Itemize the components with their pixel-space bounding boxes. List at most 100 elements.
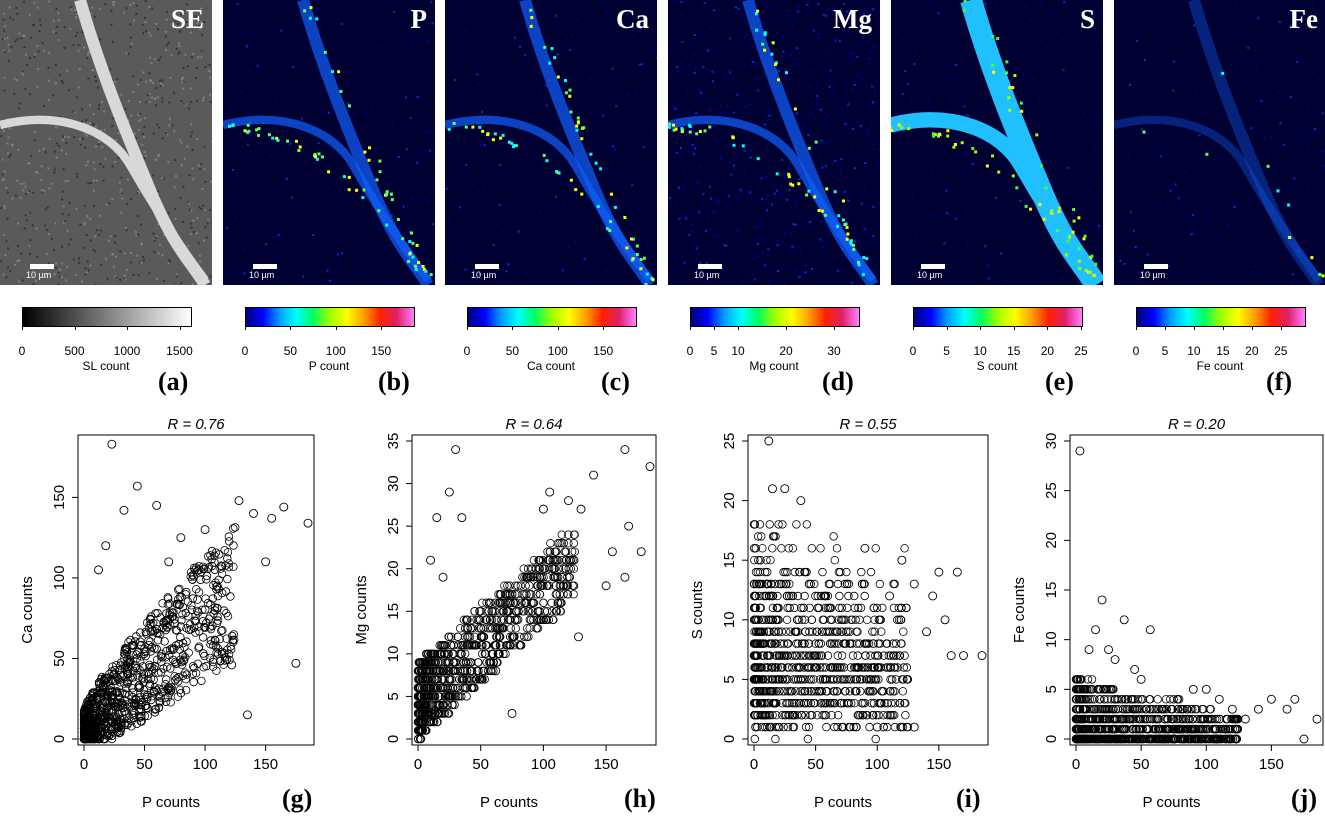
y-tick-label: 15 bbox=[1043, 582, 1060, 599]
data-point bbox=[783, 616, 791, 624]
x-tick-label: 100 bbox=[193, 756, 218, 773]
point-cloud bbox=[80, 524, 239, 743]
data-point bbox=[1207, 705, 1215, 713]
data-point bbox=[577, 505, 585, 513]
data-point bbox=[228, 661, 236, 669]
data-point bbox=[1267, 695, 1275, 703]
scale-bar-b bbox=[253, 264, 277, 269]
data-point bbox=[861, 544, 869, 552]
colorbar-tick-c: 0 bbox=[464, 344, 471, 358]
x-tick-label: 50 bbox=[472, 756, 489, 773]
data-point bbox=[201, 526, 209, 534]
scale-text-e: 10 µm bbox=[917, 270, 942, 280]
data-point bbox=[475, 659, 483, 667]
colorbar-e bbox=[913, 307, 1083, 327]
data-point bbox=[866, 723, 874, 731]
x-tick-label: 150 bbox=[926, 756, 951, 773]
panel-letter: (i) bbox=[956, 784, 981, 813]
data-point bbox=[637, 548, 645, 556]
x-tick-label: 0 bbox=[414, 756, 422, 773]
data-point bbox=[536, 591, 544, 599]
data-point bbox=[836, 592, 844, 600]
y-tick-label: 30 bbox=[1043, 433, 1060, 450]
colorbar-tick-d: 0 bbox=[687, 344, 694, 358]
panel-letter-c: (c) bbox=[601, 367, 630, 397]
data-point bbox=[804, 735, 812, 743]
colorbar-tick-mark-a bbox=[75, 326, 76, 330]
data-point bbox=[564, 497, 572, 505]
data-point bbox=[897, 640, 905, 648]
data-point bbox=[225, 533, 233, 541]
panel-letter-d: (d) bbox=[822, 367, 854, 397]
x-axis-label: P counts bbox=[1142, 794, 1200, 811]
colorbar-title-a: SL count bbox=[83, 359, 130, 373]
panel-letter-a: (a) bbox=[158, 367, 188, 397]
y-tick-label: 25 bbox=[1043, 482, 1060, 499]
colorbar-tick-mark-e bbox=[1047, 326, 1048, 330]
y-tick-label: 15 bbox=[721, 552, 738, 569]
data-point bbox=[901, 545, 909, 553]
map-e: S 10 µm bbox=[891, 0, 1103, 285]
x-tick-label: 100 bbox=[531, 756, 556, 773]
y-tick-label: 5 bbox=[1043, 685, 1060, 693]
data-point bbox=[433, 514, 441, 522]
y-tick-label: 35 bbox=[385, 433, 402, 450]
data-point bbox=[439, 573, 447, 581]
plot-title: R = 0.76 bbox=[167, 416, 225, 433]
scale-bar-d bbox=[698, 264, 722, 269]
map-label-e: S bbox=[1080, 4, 1095, 35]
data-point bbox=[769, 545, 777, 553]
data-point bbox=[153, 501, 161, 509]
data-point bbox=[896, 699, 904, 707]
data-point bbox=[243, 711, 251, 719]
data-point bbox=[876, 580, 884, 588]
map-label-a: SE bbox=[171, 4, 204, 35]
x-tick-label: 50 bbox=[136, 756, 153, 773]
colorbar-tick-f: 0 bbox=[1133, 344, 1140, 358]
x-axis-label: P counts bbox=[480, 794, 538, 811]
colorbar-title-e: S count bbox=[977, 359, 1018, 373]
y-tick-label: 50 bbox=[51, 650, 68, 667]
data-point bbox=[193, 585, 201, 593]
colorbar-tick-mark-b bbox=[381, 326, 382, 330]
x-tick-label: 100 bbox=[1194, 756, 1219, 773]
data-point bbox=[1254, 705, 1262, 713]
colorbar-tick-d: 10 bbox=[731, 344, 744, 358]
data-point bbox=[838, 652, 846, 660]
colorbar-tick-mark-a bbox=[180, 326, 181, 330]
data-point bbox=[540, 599, 548, 607]
data-point bbox=[793, 521, 801, 529]
colorbar-tick-mark-e bbox=[947, 326, 948, 330]
data-point bbox=[867, 652, 875, 660]
panel-letter-f: (f) bbox=[1266, 367, 1292, 397]
data-point bbox=[608, 548, 616, 556]
data-point bbox=[1291, 695, 1299, 703]
data-point bbox=[195, 589, 203, 597]
colorbar-tick-f: 15 bbox=[1216, 344, 1229, 358]
data-point bbox=[789, 545, 797, 553]
colorbar-tick-mark-c bbox=[512, 326, 513, 330]
y-tick-label: 150 bbox=[51, 485, 68, 510]
colorbar-tick-c: 50 bbox=[506, 344, 519, 358]
data-point bbox=[575, 633, 583, 641]
colorbar-tick-c: 150 bbox=[593, 344, 613, 358]
colorbar-tick-f: 25 bbox=[1274, 344, 1287, 358]
data-point bbox=[230, 525, 238, 533]
data-point bbox=[831, 556, 839, 564]
data-point bbox=[978, 652, 986, 660]
data-point bbox=[953, 568, 961, 576]
colorbar-tick-b: 50 bbox=[284, 344, 297, 358]
colorbar-tick-e: 20 bbox=[1041, 344, 1054, 358]
colorbar-c bbox=[467, 307, 637, 327]
map-label-c: Ca bbox=[616, 4, 649, 35]
data-point bbox=[898, 556, 906, 564]
scale-text-d: 10 µm bbox=[694, 270, 719, 280]
data-point bbox=[923, 628, 931, 636]
data-point bbox=[756, 521, 764, 529]
data-point bbox=[235, 497, 243, 505]
data-point bbox=[806, 604, 814, 612]
colorbar-tick-mark-f bbox=[1223, 326, 1224, 330]
data-point bbox=[1120, 705, 1128, 713]
